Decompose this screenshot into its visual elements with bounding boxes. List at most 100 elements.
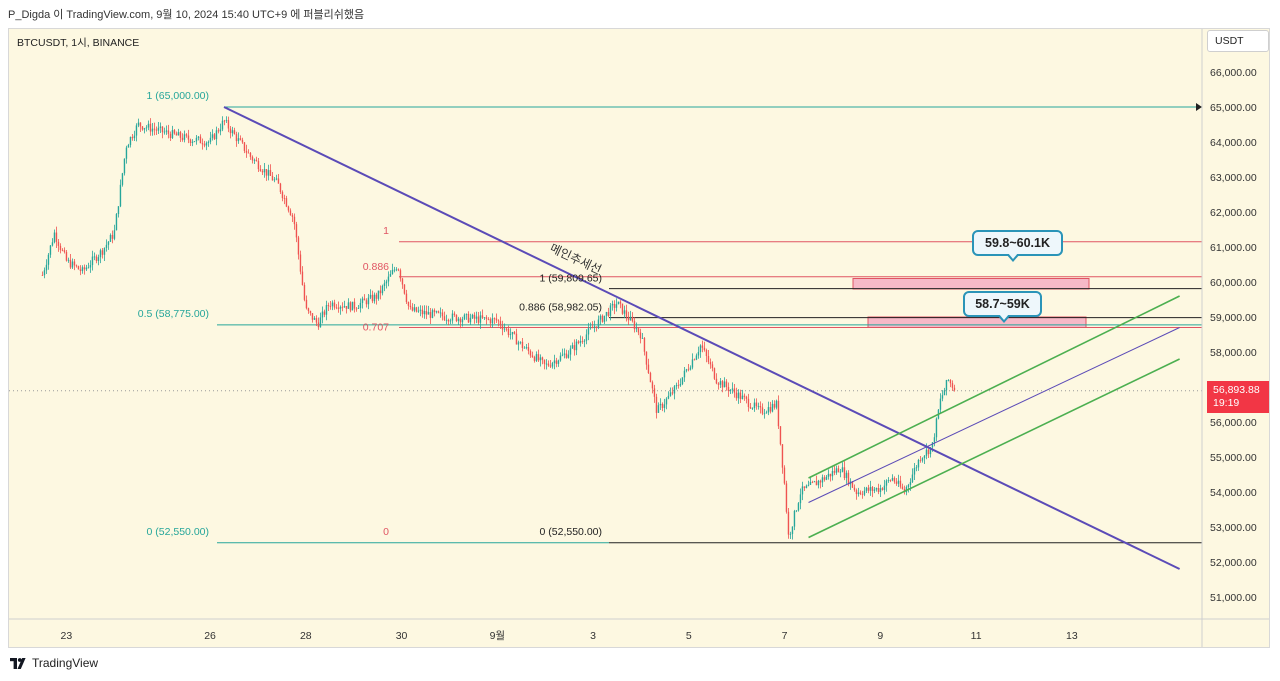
candle-body-181 [403,284,406,294]
callout-zone-upper-text: 59.8~60.1K [985,236,1050,250]
candle-body-64 [169,133,172,139]
candle-body-240 [521,341,524,348]
candle-body-253 [547,363,550,366]
candle-body-157 [355,308,358,310]
candle-body-395 [831,471,834,477]
candle-body-138 [317,322,320,328]
candle-body-29 [99,250,102,258]
tradingview-brand[interactable]: TradingView [10,656,98,670]
candle-body-188 [417,310,420,312]
callout-zone-lower[interactable]: 58.7~59K [963,291,1042,323]
symbol-label[interactable]: BTCUSDT, 1시, BINANCE [17,37,140,49]
candle-body-319 [679,384,682,386]
candle-body-384 [809,481,812,485]
candle-body-258 [557,360,560,364]
candle-body-170 [381,285,384,294]
candle-body-96 [233,130,236,135]
candle-body-375 [791,526,794,534]
zone-upper[interactable] [852,278,1090,290]
candle-body-387 [815,481,818,486]
candle-body-394 [829,473,832,477]
candle-body-398 [837,468,840,473]
candle-body-236 [513,332,516,334]
callout-zone-upper[interactable]: 59.8~60.1K [972,230,1063,262]
chart-frame[interactable]: 1 (65,000.00) 0.5 (58,775.00) 0 (52,550.00… [8,28,1270,648]
candle-body-222 [485,317,488,319]
channel-upper-line[interactable] [808,295,1180,479]
candle-body-430 [901,486,904,489]
candle-body-74 [189,139,192,143]
candle-body-76 [193,141,196,143]
candle-body-439 [919,460,922,461]
fib-outer-label-mid: 0.5 (58,775.00) [138,308,209,320]
candle-body-405 [851,481,854,488]
candle-body-196 [433,310,436,313]
candle-body-87 [215,130,218,140]
candle-body-331 [703,347,706,351]
currency-selector[interactable]: USDT [1207,30,1269,52]
candle-body-290 [621,303,624,314]
candle-body-413 [867,487,870,491]
candle-body-252 [545,363,548,365]
candle-body-388 [817,480,820,486]
candle-body-183 [407,301,410,306]
candle-body-410 [861,493,864,495]
fib-outer-label-bottom: 0 (52,550.00) [147,526,209,538]
candle-body-83 [207,141,210,143]
candle-body-314 [669,392,672,396]
candle-body-100 [241,139,244,143]
candle-body-3 [47,254,50,265]
candle-body-132 [305,299,308,309]
candle-body-342 [725,381,728,387]
zone-lower[interactable] [867,316,1087,328]
candle-body-451 [943,390,946,396]
candle-body-434 [909,481,912,485]
price-tick-label: 55,000.00 [1210,452,1257,464]
time-tick-label: 13 [1066,630,1078,642]
candle-body-425 [891,477,894,481]
candle-body-44 [129,136,132,145]
candle-body-291 [623,310,626,314]
candle-body-15 [71,261,74,268]
candle-body-180 [401,278,404,285]
candle-body-344 [729,389,732,392]
candle-body-223 [487,318,490,320]
price-chart[interactable]: 1 (65,000.00) 0.5 (58,775.00) 0 (52,550.00… [9,29,1270,648]
candle-body-449 [939,398,942,410]
candle-body-60 [161,126,164,133]
candle-body-11 [63,250,66,253]
candle-body-225 [491,318,494,324]
candle-body-259 [559,355,562,361]
candle-body-249 [539,357,542,361]
time-tick-label: 23 [61,630,73,642]
candle-body-103 [247,152,250,154]
candle-body-335 [711,364,714,369]
candle-body-86 [213,134,216,140]
candle-body-65 [171,130,174,139]
channel-middle-line[interactable] [808,327,1180,503]
candle-body-251 [543,359,546,364]
candle-body-112 [265,169,268,176]
candle-body-367 [775,400,778,408]
candle-body-283 [607,312,610,316]
candle-body-189 [419,309,422,311]
time-tick-label: 28 [300,630,312,642]
candle-body-271 [583,340,586,342]
candle-body-386 [813,481,816,483]
candle-body-210 [461,319,464,323]
candle-body-117 [275,178,278,180]
candle-body-269 [579,341,582,343]
time-tick-label: 11 [971,630,982,642]
candle-body-237 [515,333,518,345]
candle-body-69 [179,132,182,138]
candle-body-90 [221,120,224,130]
candle-body-93 [227,120,230,129]
candle-body-241 [523,347,526,349]
candle-body-4 [49,245,52,255]
main-trendline[interactable] [223,106,1181,570]
candle-body-239 [519,341,522,343]
candle-body-292 [625,310,628,317]
candle-body-373 [787,511,790,535]
candle-body-79 [199,136,202,144]
channel-lower-line[interactable] [808,358,1180,539]
